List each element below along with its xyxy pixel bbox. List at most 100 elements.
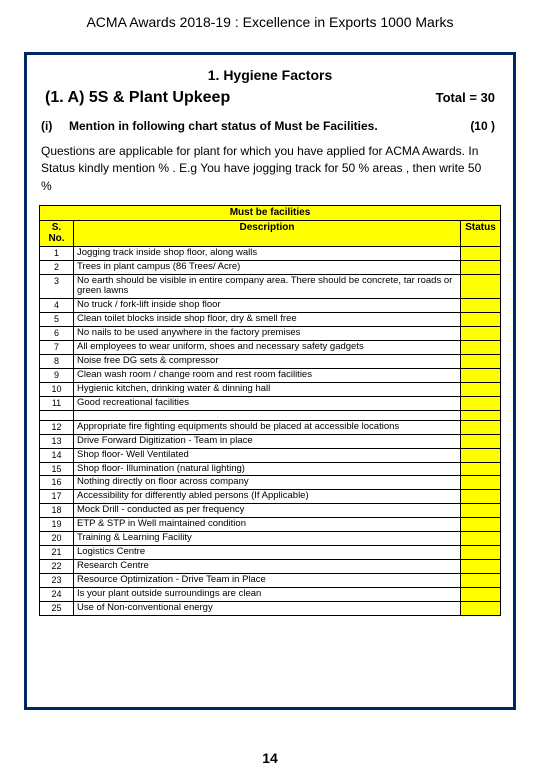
table-row: 12Appropriate fire fighting equipments s… xyxy=(40,420,501,434)
facilities-table: Must be facilities S. No. Description St… xyxy=(39,205,501,615)
page-number: 14 xyxy=(0,750,540,766)
cell-status[interactable] xyxy=(461,355,501,369)
cell-sno: 21 xyxy=(40,546,74,560)
cell-status[interactable] xyxy=(461,448,501,462)
cell-sno: 16 xyxy=(40,476,74,490)
cell-sno: 10 xyxy=(40,382,74,396)
cell-sno: 22 xyxy=(40,559,74,573)
table-row: 19ETP & STP in Well maintained condition xyxy=(40,518,501,532)
cell-sno: 9 xyxy=(40,368,74,382)
cell-status[interactable] xyxy=(461,382,501,396)
subsection-row: (1. A) 5S & Plant Upkeep Total = 30 xyxy=(39,89,501,117)
table-row: 15Shop floor- Illumination (natural ligh… xyxy=(40,462,501,476)
cell-status[interactable] xyxy=(461,573,501,587)
table-row: 22Research Centre xyxy=(40,559,501,573)
cell-status[interactable] xyxy=(461,546,501,560)
table-row: 21Logistics Centre xyxy=(40,546,501,560)
table-row: 18Mock Drill - conducted as per frequenc… xyxy=(40,504,501,518)
cell-status[interactable] xyxy=(461,420,501,434)
cell-desc: Nothing directly on floor across company xyxy=(74,476,461,490)
cell-desc: No nails to be used anywhere in the fact… xyxy=(74,327,461,341)
table-row: 8Noise free DG sets & compressor xyxy=(40,355,501,369)
col-header-sno: S. No. xyxy=(40,220,74,246)
cell-sno: 6 xyxy=(40,327,74,341)
table-caption: Must be facilities xyxy=(40,206,501,221)
cell-desc: Drive Forward Digitization - Team in pla… xyxy=(74,434,461,448)
col-header-desc: Description xyxy=(74,220,461,246)
cell-desc: ETP & STP in Well maintained condition xyxy=(74,518,461,532)
cell-desc: Appropriate fire fighting equipments sho… xyxy=(74,420,461,434)
main-frame: 1. Hygiene Factors (1. A) 5S & Plant Upk… xyxy=(24,52,516,710)
table-row: 13Drive Forward Digitization - Team in p… xyxy=(40,434,501,448)
cell-desc: Hygienic kitchen, drinking water & dinni… xyxy=(74,382,461,396)
cell-desc: Clean wash room / change room and rest r… xyxy=(74,368,461,382)
cell-desc: Resource Optimization - Drive Team in Pl… xyxy=(74,573,461,587)
table-row: 3No earth should be visible in entire co… xyxy=(40,274,501,299)
cell-status[interactable] xyxy=(461,518,501,532)
cell-status[interactable] xyxy=(461,490,501,504)
cell-desc: Is your plant outside surroundings are c… xyxy=(74,587,461,601)
cell-status[interactable] xyxy=(461,476,501,490)
cell-sno: 3 xyxy=(40,274,74,299)
cell-status[interactable] xyxy=(461,396,501,410)
instruction-marks: (10 ) xyxy=(470,119,495,133)
cell-status[interactable] xyxy=(461,341,501,355)
cell-desc: Shop floor- Well Ventilated xyxy=(74,448,461,462)
cell-status[interactable] xyxy=(461,368,501,382)
cell-desc: Trees in plant campus (86 Trees/ Acre) xyxy=(74,260,461,274)
table-header-row: S. No. Description Status xyxy=(40,220,501,246)
table-row: 1Jogging track inside shop floor, along … xyxy=(40,246,501,260)
cell-desc: No truck / fork-lift inside shop floor xyxy=(74,299,461,313)
cell-sno: 18 xyxy=(40,504,74,518)
cell-sno: 13 xyxy=(40,434,74,448)
cell-status[interactable] xyxy=(461,532,501,546)
cell-sno: 25 xyxy=(40,601,74,615)
table-row: 2Trees in plant campus (86 Trees/ Acre) xyxy=(40,260,501,274)
table-row: 5Clean toilet blocks inside shop floor, … xyxy=(40,313,501,327)
cell-status[interactable] xyxy=(461,274,501,299)
cell-status[interactable] xyxy=(461,434,501,448)
cell-sno: 8 xyxy=(40,355,74,369)
body-text: Questions are applicable for plant for w… xyxy=(39,141,501,205)
cell-status[interactable] xyxy=(461,462,501,476)
cell-status[interactable] xyxy=(461,260,501,274)
cell-sno: 5 xyxy=(40,313,74,327)
table-row: 14Shop floor- Well Ventilated xyxy=(40,448,501,462)
cell-sno: 19 xyxy=(40,518,74,532)
cell-desc: No earth should be visible in entire com… xyxy=(74,274,461,299)
table-row: 10Hygienic kitchen, drinking water & din… xyxy=(40,382,501,396)
page-title: ACMA Awards 2018-19 : Excellence in Expo… xyxy=(0,0,540,34)
cell-desc: Mock Drill - conducted as per frequency xyxy=(74,504,461,518)
table-caption-row: Must be facilities xyxy=(40,206,501,221)
table-row: 16Nothing directly on floor across compa… xyxy=(40,476,501,490)
cell-desc: Clean toilet blocks inside shop floor, d… xyxy=(74,313,461,327)
cell-status[interactable] xyxy=(461,246,501,260)
cell-desc: Jogging track inside shop floor, along w… xyxy=(74,246,461,260)
cell-sno: 14 xyxy=(40,448,74,462)
cell-status[interactable] xyxy=(461,504,501,518)
cell-sno: 7 xyxy=(40,341,74,355)
table-row: 11Good recreational facilities xyxy=(40,396,501,410)
cell-desc: Good recreational facilities xyxy=(74,396,461,410)
cell-desc: Accessibility for differently abled pers… xyxy=(74,490,461,504)
cell-sno: 23 xyxy=(40,573,74,587)
cell-sno: 1 xyxy=(40,246,74,260)
cell-status[interactable] xyxy=(461,601,501,615)
table-row: 23Resource Optimization - Drive Team in … xyxy=(40,573,501,587)
table-row: 17Accessibility for differently abled pe… xyxy=(40,490,501,504)
cell-status[interactable] xyxy=(461,587,501,601)
cell-desc: Training & Learning Facility xyxy=(74,532,461,546)
table-row: 6No nails to be used anywhere in the fac… xyxy=(40,327,501,341)
cell-status[interactable] xyxy=(461,313,501,327)
cell-sno: 11 xyxy=(40,396,74,410)
col-header-status: Status xyxy=(461,220,501,246)
instruction-text: Mention in following chart status of Mus… xyxy=(69,119,460,133)
cell-status[interactable] xyxy=(461,299,501,313)
cell-status[interactable] xyxy=(461,327,501,341)
cell-sno: 15 xyxy=(40,462,74,476)
subsection-title: (1. A) 5S & Plant Upkeep xyxy=(45,89,230,107)
table-row: 4No truck / fork-lift inside shop floor xyxy=(40,299,501,313)
table-row: 24Is your plant outside surroundings are… xyxy=(40,587,501,601)
cell-status[interactable] xyxy=(461,559,501,573)
table-row: 7All employees to wear uniform, shoes an… xyxy=(40,341,501,355)
